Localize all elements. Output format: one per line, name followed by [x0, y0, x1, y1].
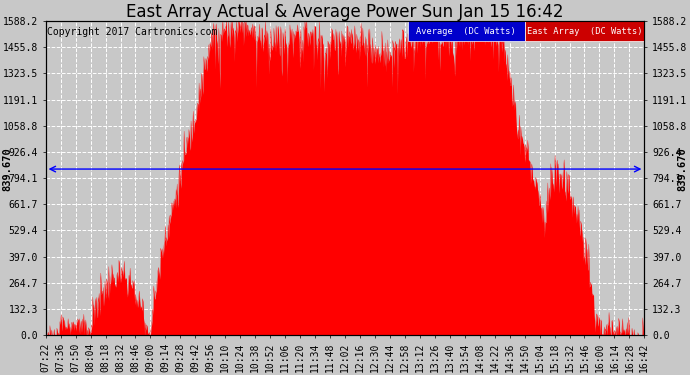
Text: Copyright 2017 Cartronics.com: Copyright 2017 Cartronics.com: [47, 27, 217, 37]
Text: 839.670: 839.670: [3, 147, 12, 191]
FancyBboxPatch shape: [524, 21, 644, 41]
Text: 839.670: 839.670: [678, 147, 687, 191]
Text: Average  (DC Watts): Average (DC Watts): [416, 27, 516, 36]
Title: East Array Actual & Average Power Sun Jan 15 16:42: East Array Actual & Average Power Sun Ja…: [126, 3, 564, 21]
Text: East Array  (DC Watts): East Array (DC Watts): [526, 27, 642, 36]
FancyBboxPatch shape: [408, 21, 524, 41]
